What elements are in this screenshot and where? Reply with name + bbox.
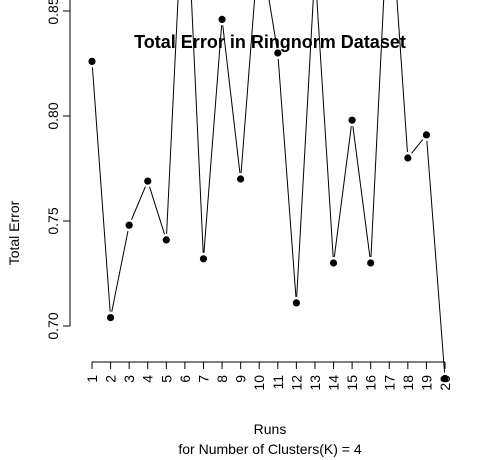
x-tick-label: 4	[140, 375, 156, 383]
x-tick-label: 17	[381, 375, 397, 391]
y-tick-label: 0.70	[45, 312, 61, 339]
x-tick-label: 6	[177, 375, 193, 383]
x-tick-label: 19	[418, 375, 434, 391]
series-segment	[112, 231, 128, 312]
x-tick-label: 9	[233, 375, 249, 383]
x-tick-label: 3	[121, 375, 137, 383]
x-tick-label: 16	[363, 375, 379, 391]
data-point	[163, 236, 170, 243]
data-point	[126, 222, 133, 229]
data-point	[367, 259, 374, 266]
series-segment	[92, 67, 110, 311]
x-axis-sublabel: for Number of Clusters(K) = 4	[178, 441, 361, 457]
series-segment	[427, 141, 445, 373]
data-point	[330, 259, 337, 266]
x-tick-label: 15	[344, 375, 360, 391]
series-segment	[278, 59, 296, 297]
data-point	[237, 175, 244, 182]
x-tick-label: 8	[214, 375, 230, 383]
chart-title: Total Error in Ringnorm Dataset	[134, 32, 406, 52]
x-tick-label: 13	[307, 375, 323, 391]
data-point	[200, 255, 207, 262]
series-segment	[241, 0, 259, 173]
x-tick-label: 5	[158, 375, 174, 383]
series-segment	[390, 0, 408, 152]
series-segment	[131, 187, 145, 220]
data-point	[88, 58, 95, 65]
data-point	[349, 117, 356, 124]
data-point	[441, 375, 448, 382]
series-1	[88, 0, 448, 382]
data-point	[423, 131, 430, 138]
y-tick-label: 0.75	[45, 207, 61, 234]
series-segment	[334, 126, 351, 257]
x-tick-label: 2	[103, 375, 119, 383]
series-segment	[204, 25, 222, 252]
data-point	[293, 299, 300, 306]
x-tick-label: 7	[195, 375, 211, 383]
x-tick-label: 18	[400, 375, 416, 391]
data-point	[404, 154, 411, 161]
x-tick-label: 11	[270, 375, 286, 390]
series-segment	[353, 126, 370, 257]
series-segment	[412, 140, 423, 154]
x-tick-label: 10	[251, 375, 267, 391]
x-tick-label: 14	[326, 375, 342, 391]
data-point	[144, 178, 151, 185]
x-tick-label: 1	[84, 375, 100, 383]
series-segment	[150, 187, 165, 234]
y-tick-label: 0.80	[45, 102, 61, 129]
x-axis-label: Runs	[254, 421, 287, 437]
data-point	[274, 49, 281, 56]
x-tick-label: 12	[288, 375, 304, 391]
x-axis: 1 2 3 4 5 6 7 8 9 10 11 12 13 14 15 16 17 18 19 20	[84, 362, 453, 391]
data-point	[107, 314, 114, 321]
y-axis: 0.700.750.800.850.90	[45, 0, 70, 340]
y-tick-label: 0.85	[45, 0, 61, 25]
data-point	[218, 16, 225, 23]
y-axis-label: Total Error	[6, 200, 22, 265]
